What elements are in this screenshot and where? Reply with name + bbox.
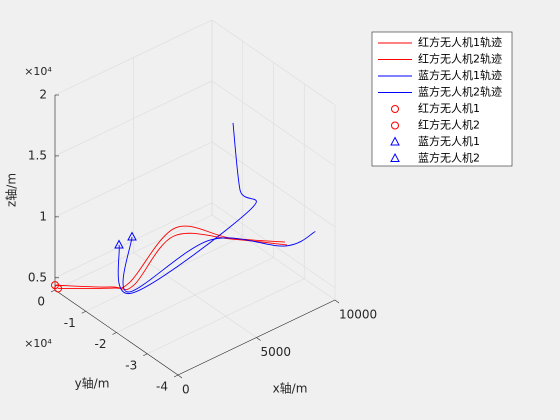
trajectory [122,231,316,293]
marker [391,105,399,113]
x-axis-line [177,299,336,376]
marker [127,231,137,241]
legend-label: 蓝方无人机1 [418,134,480,148]
y-tick-label: -3 [125,358,137,372]
z-tick-label: 2 [39,88,47,102]
y-axis-label: y轴/m [75,376,110,391]
z-axis-label: z轴/m [4,173,19,207]
z-exponent: ×10⁴ [24,65,52,78]
grid-line [54,80,213,157]
legend-label: 红方无人机1 [418,101,480,115]
tick-mark [50,289,56,293]
marker [54,284,63,293]
grid-line [147,278,305,355]
tick-mark [256,337,261,341]
grid-line [211,80,336,167]
grid-line [85,235,243,312]
x-tick-label: 5000 [261,345,292,359]
tick-mark [143,353,148,357]
tick-mark [112,332,117,335]
y-tick-label: -1 [64,316,76,330]
y-tick-label: -2 [95,337,107,351]
legend-label: 蓝方无人机2 [418,151,480,165]
z-tick-label: 1.5 [28,148,47,162]
legend-label: 蓝方无人机2轨迹 [418,85,502,99]
y-tick-label: 0 [37,295,45,309]
tick-mark [173,374,179,378]
z-tick-label: 1 [39,209,47,223]
grid-line [54,214,213,291]
trajectory [117,122,257,294]
grid-line [54,19,213,96]
trajectory [58,232,288,290]
legend-label: 蓝方无人机1轨迹 [418,68,502,82]
grid-line [211,141,336,228]
y-tick-label: -4 [156,380,168,394]
x-tick-label: 0 [182,383,190,397]
grid-line [116,257,274,333]
marker [390,152,400,162]
plot-area [51,122,316,294]
tick-mark [334,299,340,304]
tick-mark [177,374,183,379]
y-exponent: ×10⁴ [24,337,52,350]
legend-label: 红方无人机1轨迹 [418,35,502,49]
z-tick-label: 0.5 [28,270,47,284]
marker [390,136,400,146]
legend-label: 红方无人机2轨迹 [418,52,502,66]
tick-mark [81,310,86,314]
y-axis-line [54,289,179,376]
marker [391,121,399,130]
legend-label: 红方无人机2 [418,118,480,132]
x-axis-label: x轴/m [273,381,308,396]
marker [114,239,124,249]
grid-line [54,141,213,218]
legend-box [371,31,513,167]
x-tick-label: 10000 [339,308,377,322]
grid: 0 5000 10000 0 -1 -2 -3 -4 0.5 1 1.5 2 [28,19,377,397]
grid-line [211,19,336,106]
